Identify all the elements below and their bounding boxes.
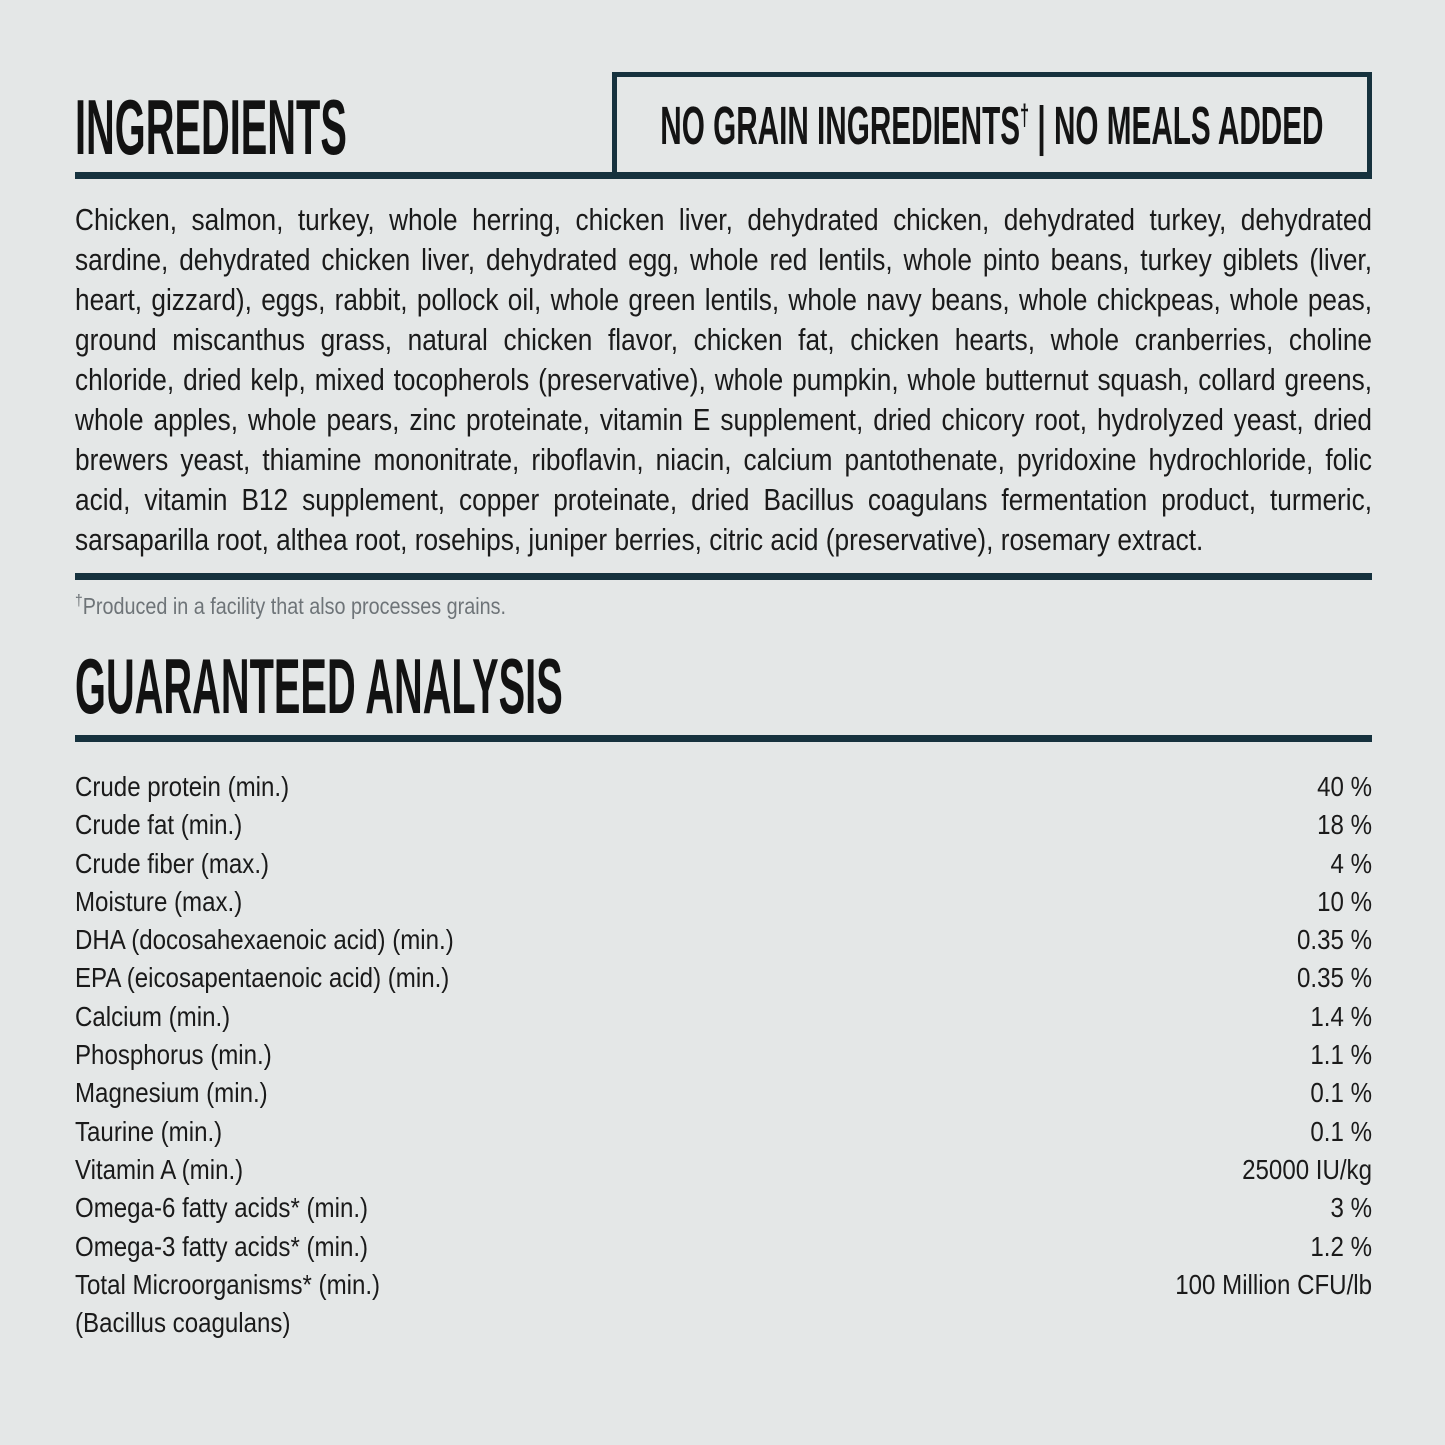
footnote-text: Produced in a facility that also process…: [82, 593, 506, 619]
footnote: †Produced in a facility that also proces…: [75, 592, 1372, 620]
table-row: Taurine (min.) 0.1 %: [75, 1113, 1372, 1151]
no-grain-badge-text: NO GRAIN INGREDIENTS† | NO MEALS ADDED: [660, 99, 1323, 153]
divider-rule: [75, 735, 1372, 742]
table-row: Omega-3 fatty acids* (min.) 1.2 %: [75, 1228, 1372, 1266]
ingredients-section: Chicken, salmon, turkey, whole herring, …: [75, 200, 1372, 560]
row-label: Crude fat (min.): [75, 809, 243, 841]
row-value: 0.35 %: [1297, 924, 1373, 956]
row-label: Vitamin A (min.): [75, 1153, 244, 1185]
table-row: Total Microorganisms* (min.) 100 Million …: [75, 1266, 1372, 1304]
row-label: (Bacillus coagulans): [75, 1307, 291, 1339]
row-label: Crude fiber (max.): [75, 847, 270, 879]
badge-dagger: †: [1020, 98, 1030, 132]
badge-part1: NO GRAIN INGREDIENTS: [660, 95, 1021, 156]
badge-part2: | NO MEALS ADDED: [1037, 95, 1324, 156]
table-row: Phosphorus (min.) 1.1 %: [75, 1036, 1372, 1074]
row-value: 1.1 %: [1310, 1039, 1373, 1071]
table-row: Moisture (max.) 10 %: [75, 883, 1372, 921]
row-value: 40 %: [1317, 771, 1373, 802]
row-label: Moisture (max.): [75, 885, 243, 917]
row-label: EPA (eicosapentaenoic acid) (min.): [75, 962, 450, 994]
footnote-dagger: †: [75, 591, 83, 610]
ingredients-header: INGREDIENTS NO GRAIN INGREDIENTS† | NO ME…: [75, 72, 1372, 179]
divider-rule: [75, 573, 1372, 580]
ingredients-paragraph: Chicken, salmon, turkey, whole herring, …: [75, 203, 1373, 557]
table-row: Vitamin A (min.) 25000 IU/kg: [75, 1151, 1372, 1189]
row-value: 0.35 %: [1297, 962, 1373, 994]
row-label: Total Microorganisms* (min.): [75, 1268, 381, 1300]
row-label: Omega-3 fatty acids* (min.): [75, 1230, 369, 1262]
row-label: Omega-6 fatty acids* (min.): [75, 1192, 369, 1224]
footnote-section: †Produced in a facility that also proces…: [75, 592, 1372, 620]
table-row: Calcium (min.) 1.4 %: [75, 998, 1372, 1036]
row-value: 4 %: [1330, 847, 1373, 879]
table-row: Crude protein (min.) 40 %: [75, 768, 1372, 806]
row-label: DHA (docosahexaenoic acid) (min.): [75, 924, 454, 956]
row-label: Calcium (min.): [75, 1000, 231, 1032]
row-value: 1.4 %: [1310, 1000, 1373, 1032]
table-row: Magnesium (min.) 0.1 %: [75, 1074, 1372, 1112]
table-row: EPA (eicosapentaenoic acid) (min.) 0.35 %: [75, 959, 1372, 997]
table-row: Omega-6 fatty acids* (min.) 3 %: [75, 1189, 1372, 1227]
row-value: 0.1 %: [1310, 1115, 1373, 1147]
row-value: 1.2 %: [1310, 1230, 1373, 1262]
row-value: 10 %: [1317, 885, 1373, 917]
row-label: Phosphorus (min.): [75, 1039, 272, 1071]
row-value: 0.1 %: [1310, 1077, 1373, 1109]
ingredients-title: INGREDIENTS: [75, 83, 347, 171]
row-label: Taurine (min.): [75, 1115, 223, 1147]
analysis-title: GUARANTEED ANALYSIS: [75, 642, 563, 730]
row-value: 3 %: [1330, 1192, 1373, 1224]
row-label: Magnesium (min.): [75, 1077, 268, 1109]
row-label: Crude protein (min.): [75, 771, 290, 802]
label-panel: INGREDIENTS NO GRAIN INGREDIENTS† | NO ME…: [75, 72, 1372, 1342]
row-value: 18 %: [1317, 809, 1373, 841]
no-grain-badge: NO GRAIN INGREDIENTS† | NO MEALS ADDED: [612, 72, 1372, 179]
row-value: 25000 IU/kg: [1242, 1153, 1373, 1185]
analysis-table: Crude protein (min.) 40 % Crude fat (min.…: [75, 768, 1372, 1342]
table-row: Crude fiber (max.) 4 %: [75, 845, 1372, 883]
table-row: (Bacillus coagulans): [75, 1304, 1372, 1342]
row-value: 100 Million CFU/lb: [1175, 1268, 1373, 1300]
table-row: DHA (docosahexaenoic acid) (min.) 0.35 %: [75, 921, 1372, 959]
table-row: Crude fat (min.) 18 %: [75, 806, 1372, 844]
